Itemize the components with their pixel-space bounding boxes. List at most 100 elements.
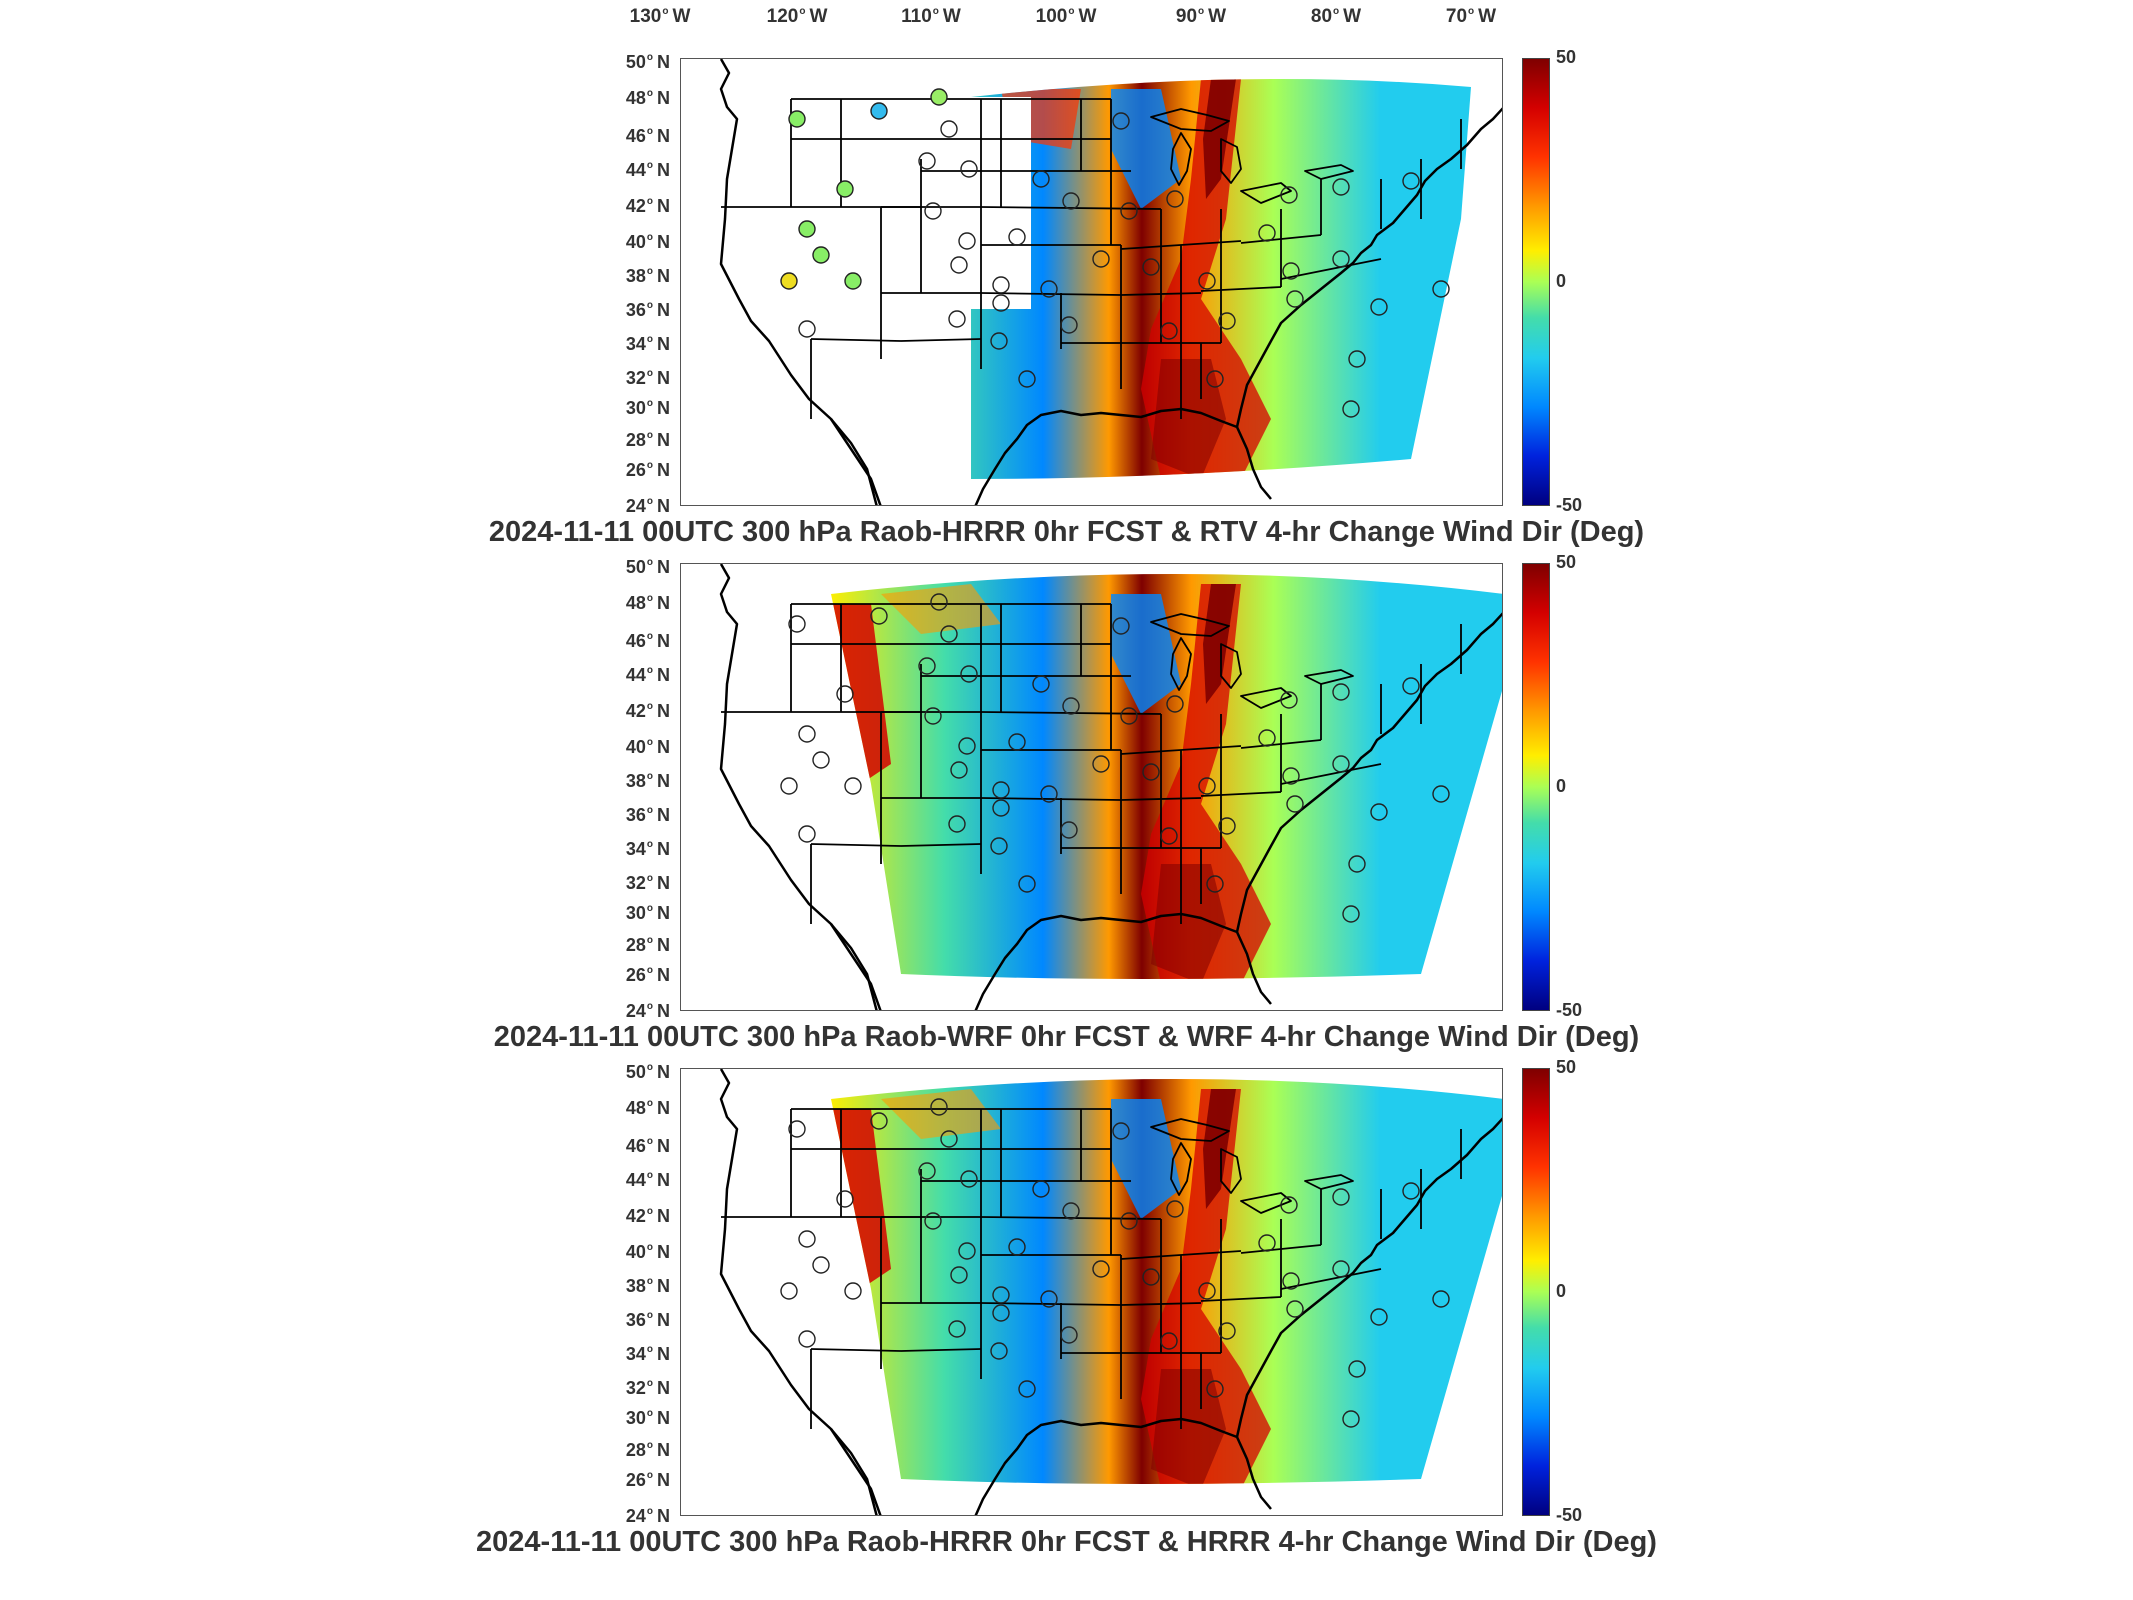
- panel-title: 2024-11-11 00UTC 300 hPa Raob-WRF 0hr FC…: [493, 1021, 1640, 1053]
- raob-station-marker: [1342, 1410, 1360, 1428]
- lat-label: 32o N: [625, 368, 670, 388]
- colorbar: [1522, 58, 1550, 506]
- raob-station-marker: [1402, 172, 1420, 190]
- lon-label: 80o W: [1310, 6, 1362, 27]
- colorbar-tick-mid: 0: [1556, 271, 1567, 291]
- lat-label: 46o N: [625, 126, 670, 146]
- lat-label: 28o N: [625, 1440, 670, 1460]
- raob-station-marker: [1282, 767, 1300, 785]
- raob-station-marker: [950, 761, 968, 779]
- raob-station-marker: [1218, 1322, 1236, 1340]
- raob-station-marker: [1166, 190, 1184, 208]
- raob-station-marker: [780, 1282, 798, 1300]
- raob-station-marker: [1342, 400, 1360, 418]
- lat-label: 32o N: [625, 873, 670, 893]
- raob-station-marker: [960, 665, 978, 683]
- lat-label: 24o N: [625, 1001, 670, 1021]
- lat-label: 46o N: [625, 631, 670, 651]
- raob-station-marker: [924, 1212, 942, 1230]
- raob-station-marker: [780, 272, 798, 290]
- colorbar-tick-max: 50: [1556, 1057, 1577, 1077]
- lat-label: 38o N: [625, 771, 670, 791]
- raob-station-marker: [940, 1130, 958, 1148]
- colorbar-tick-mid: 0: [1556, 776, 1567, 796]
- raob-station-marker: [780, 777, 798, 795]
- lat-label: 48o N: [625, 593, 670, 613]
- raob-station-marker: [1348, 855, 1366, 873]
- wind-direction-map: [719, 1069, 1502, 1515]
- raob-station-marker: [844, 1282, 862, 1300]
- raob-station-marker: [924, 707, 942, 725]
- raob-station-marker: [1160, 1332, 1178, 1350]
- map-panel-3: [680, 1068, 1503, 1516]
- raob-station-marker: [1160, 322, 1178, 340]
- raob-station-marker: [812, 246, 830, 264]
- lat-label: 36o N: [625, 805, 670, 825]
- map-panel-2: [680, 563, 1503, 1011]
- raob-station-marker: [990, 837, 1008, 855]
- raob-station-marker: [992, 1304, 1010, 1322]
- lat-label: 42o N: [625, 1206, 670, 1226]
- raob-station-marker: [1286, 1300, 1304, 1318]
- lat-label: 40o N: [625, 737, 670, 757]
- raob-station-marker: [1060, 821, 1078, 839]
- raob-station-marker: [1280, 691, 1298, 709]
- lat-label: 42o N: [625, 701, 670, 721]
- raob-station-marker: [1348, 1360, 1366, 1378]
- raob-station-marker: [918, 1162, 936, 1180]
- wind-direction-map: [719, 59, 1502, 505]
- raob-station-marker: [1280, 186, 1298, 204]
- colorbar-tick-mid: 0: [1556, 1281, 1567, 1301]
- lon-label: 130o W: [629, 6, 691, 27]
- lat-label: 40o N: [625, 232, 670, 252]
- raob-station-marker: [1286, 795, 1304, 813]
- raob-station-marker: [1040, 785, 1058, 803]
- lat-label: 32o N: [625, 1378, 670, 1398]
- raob-station-marker: [788, 615, 806, 633]
- raob-station-marker: [1142, 763, 1160, 781]
- lat-label: 34o N: [625, 334, 670, 354]
- raob-station-marker: [1370, 803, 1388, 821]
- wind-direction-map: [719, 564, 1502, 1010]
- colorbar-tick-max: 50: [1556, 552, 1577, 572]
- raob-station-marker: [958, 232, 976, 250]
- raob-station-marker: [1032, 1180, 1050, 1198]
- wind-field: [831, 574, 1502, 979]
- raob-station-marker: [1348, 350, 1366, 368]
- raob-station-marker: [1018, 875, 1036, 893]
- raob-station-marker: [1032, 170, 1050, 188]
- raob-station-marker: [836, 685, 854, 703]
- raob-station-marker: [1166, 695, 1184, 713]
- raob-station-marker: [1332, 250, 1350, 268]
- raob-station-marker: [1092, 755, 1110, 773]
- raob-station-marker: [1112, 617, 1130, 635]
- lon-label: 90o W: [1175, 6, 1227, 27]
- lat-label: 24o N: [625, 496, 670, 516]
- raob-station-marker: [1342, 905, 1360, 923]
- raob-station-marker: [1332, 178, 1350, 196]
- raob-station-marker: [1280, 1196, 1298, 1214]
- raob-station-marker: [1432, 1290, 1450, 1308]
- lat-label: 44o N: [625, 160, 670, 180]
- lat-label: 40o N: [625, 1242, 670, 1262]
- raob-station-marker: [958, 1242, 976, 1260]
- raob-station-marker: [1258, 1234, 1276, 1252]
- raob-station-marker: [1332, 755, 1350, 773]
- raob-station-marker: [798, 725, 816, 743]
- raob-station-marker: [1062, 1202, 1080, 1220]
- raob-station-marker: [1332, 1188, 1350, 1206]
- lat-label: 36o N: [625, 300, 670, 320]
- lat-label: 46o N: [625, 1136, 670, 1156]
- colorbar-tick-max: 50: [1556, 47, 1577, 67]
- raob-station-marker: [992, 1286, 1010, 1304]
- raob-station-marker: [918, 657, 936, 675]
- raob-station-marker: [836, 1190, 854, 1208]
- raob-station-marker: [1332, 683, 1350, 701]
- raob-station-marker: [958, 737, 976, 755]
- raob-station-marker: [1040, 1290, 1058, 1308]
- lat-label: 44o N: [625, 665, 670, 685]
- raob-station-marker: [798, 1230, 816, 1248]
- raob-station-marker: [960, 160, 978, 178]
- raob-station-marker: [1032, 675, 1050, 693]
- raob-station-marker: [1332, 1260, 1350, 1278]
